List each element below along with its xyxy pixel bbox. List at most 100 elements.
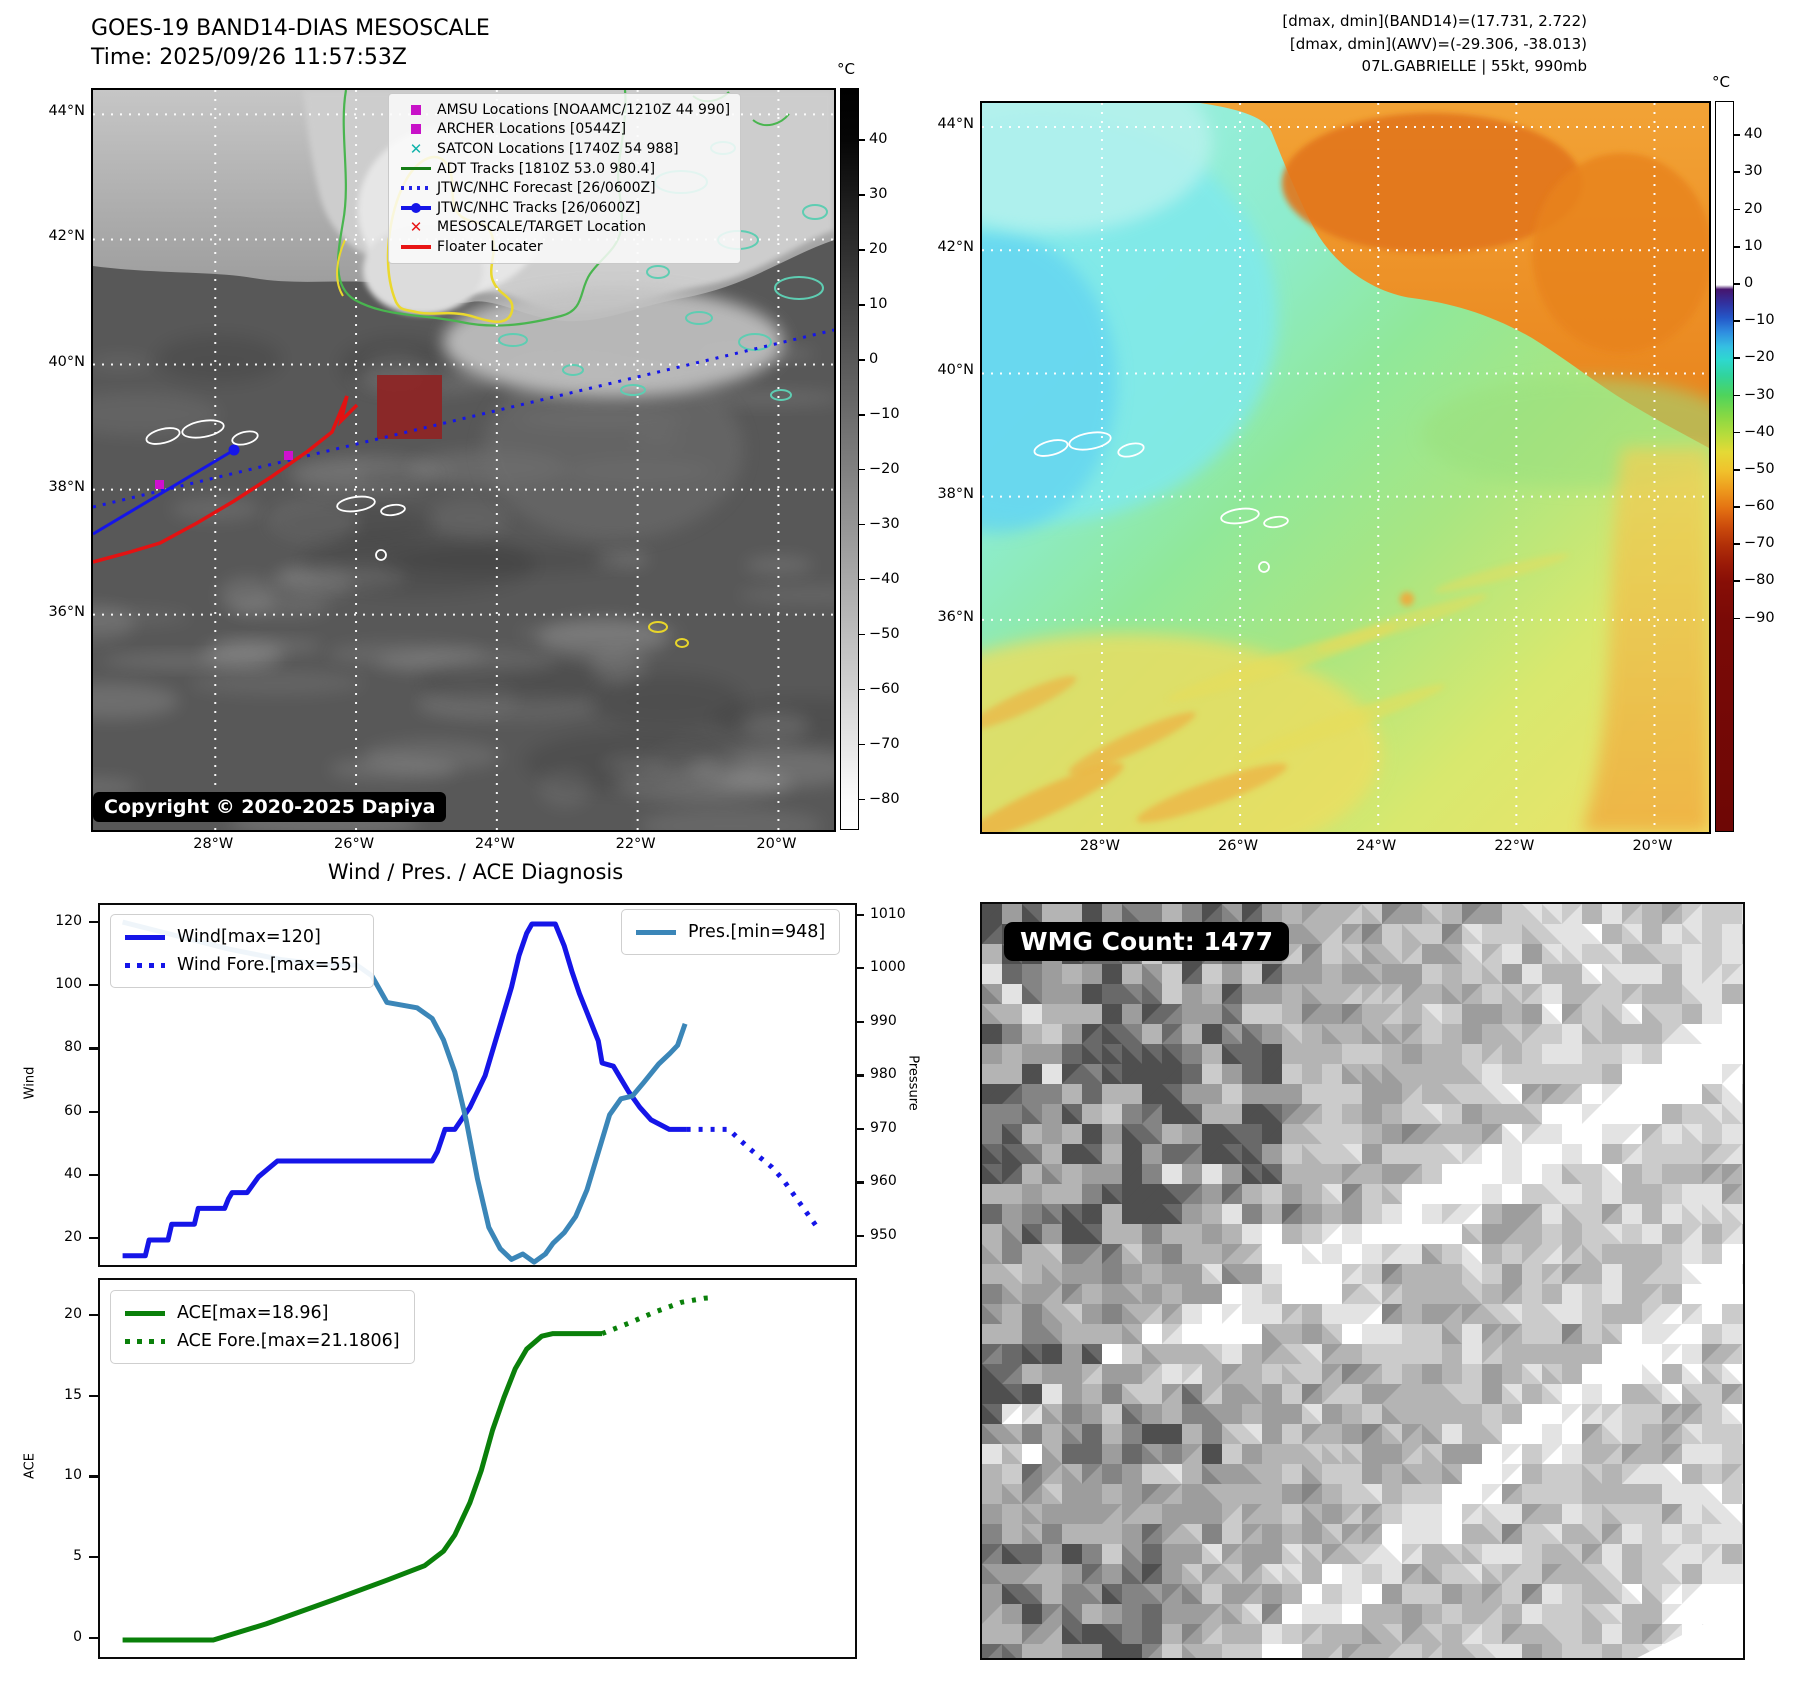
panel1-cbar-label: −20 (869, 460, 900, 477)
wind-tick: 100 (55, 976, 82, 993)
pressure-tickmark (855, 1127, 864, 1131)
panel1-cbar-label: −70 (869, 735, 900, 752)
dotted-line-icon (125, 962, 165, 968)
panel1-cbar-label: −40 (869, 570, 900, 587)
panel2-cbar-label: 40 (1744, 126, 1763, 143)
solid-line-icon (636, 929, 676, 935)
wind-tickmark (89, 1047, 98, 1050)
panel1-cbar-tick (859, 138, 865, 141)
awv-colorbar-unit: °C (1712, 73, 1730, 91)
wind-tickmark (89, 1237, 98, 1240)
panel1-cbar-tick (859, 413, 865, 416)
legend-item-label: MESOSCALE/TARGET Location (437, 219, 647, 236)
panel1-cbar-tick (859, 798, 865, 801)
chart-legend-label: Pres.[min=948] (688, 922, 826, 942)
ace-tick: 20 (64, 1305, 82, 1322)
panel2-cbar-tick (1734, 431, 1740, 434)
pressure-tickmark (855, 967, 864, 970)
pressure-tickmark (855, 1074, 864, 1077)
panel1-cbar-label: 10 (869, 295, 888, 312)
panel1-cbar-label: −10 (869, 405, 900, 422)
chart-legend-item: Wind[max=120] (125, 923, 359, 951)
wind-tickmark (89, 1110, 98, 1113)
series-ACE Fore.[max=21.1806] (601, 1295, 712, 1336)
legend-item: Floater Locater (395, 237, 732, 257)
linedot-marker-icon (395, 202, 437, 213)
x-marker-icon: ✕ (409, 139, 423, 158)
legend-item: JTWC/NHC Forecast [26/0600Z] (395, 178, 732, 198)
island-contours (145, 419, 406, 561)
yellow-ring-2 (675, 638, 689, 648)
panel1-cbar-tick (859, 743, 865, 746)
pressure-tick: 960 (870, 1173, 897, 1190)
panel1-cbar-label: −30 (869, 515, 900, 532)
wind-axis-label: Wind (22, 1066, 38, 1100)
panel1-cbar-tick (859, 303, 865, 306)
legend-item: AMSU Locations [NOAAMC/1210Z 44 990] (395, 100, 732, 120)
ace-tick: 5 (73, 1548, 82, 1565)
panel2-lon-label: 22°W (1494, 838, 1535, 854)
panel2-cbar-label: −80 (1744, 572, 1775, 589)
panel2-cbar-label: −20 (1744, 349, 1775, 366)
panel2-cbar-label: −30 (1744, 386, 1775, 403)
panel1-lat-label: 42°N (48, 228, 85, 245)
series-Wind Fore.[max=55] (686, 1126, 822, 1232)
chart-legend-item: ACE Fore.[max=21.1806] (125, 1327, 400, 1355)
pressure-tickmark (855, 1181, 864, 1184)
panel2-cbar-tick (1734, 506, 1740, 508)
chart-legend-label: Wind[max=120] (177, 927, 321, 947)
wind-tick: 40 (64, 1165, 82, 1182)
panel1-lon-label: 28°W (193, 836, 234, 852)
panel2-lat-label: 36°N (937, 608, 974, 625)
legend-item: ✕ MESOSCALE/TARGET Location (395, 218, 732, 238)
pressure-tickmark (855, 1020, 864, 1024)
ace-tick: 10 (64, 1467, 82, 1484)
storm-id: 07L.GABRIELLE | 55kt, 990mb (1361, 57, 1587, 75)
square-marker-icon (395, 104, 437, 115)
panel2-cbar-tick (1734, 357, 1740, 360)
pale-cyan-corner (982, 103, 1212, 233)
pressure-tickmark (855, 1234, 864, 1238)
legend-item: ARCHER Locations [0544Z] (395, 120, 732, 140)
dotted-marker-icon (395, 186, 437, 190)
chart-legend-item: Pres.[min=948] (636, 918, 825, 946)
panel1-cbar-label: 0 (869, 350, 879, 367)
ace-tickmark (89, 1475, 98, 1478)
chart-legend-item: ACE[max=18.96] (125, 1299, 400, 1327)
floater-locater-line (93, 395, 359, 564)
panel2-cbar-tick (1734, 171, 1740, 174)
wind-tick: 20 (64, 1229, 82, 1246)
legend-item-label: Floater Locater (437, 238, 543, 255)
ace-tickmark (89, 1556, 98, 1559)
awv-header: [dmax, dmin](BAND14)=(17.731, 2.722) [dm… (980, 10, 1587, 78)
legend-item: ✕ SATCON Locations [1740Z 54 988] (395, 139, 732, 159)
panel2-cbar-tick (1734, 468, 1740, 471)
ace-tickmark (89, 1313, 98, 1317)
awv-colorbar (1715, 101, 1734, 832)
orange-core (1282, 113, 1582, 253)
panel2-lat-label: 40°N (937, 362, 974, 379)
series-ACE[max=18.96] (122, 1331, 603, 1643)
jtwc-track-line (93, 448, 235, 536)
wind-tickmark (89, 1173, 98, 1176)
panel1-cbar-label: 40 (869, 130, 888, 147)
panel2-cbar-label: 10 (1744, 237, 1763, 254)
pressure-tick: 990 (870, 1012, 897, 1029)
wind-tick: 80 (64, 1039, 82, 1056)
jtwc-forecast-line (93, 328, 834, 509)
panel2-cbar-tick (1734, 282, 1740, 285)
legend-item-label: SATCON Locations [1740Z 54 988] (437, 140, 679, 157)
panel1-cbar-label: −80 (869, 790, 900, 807)
panel1-cbar-tick (859, 193, 865, 196)
panel2-cbar-tick (1734, 134, 1740, 137)
line-marker-icon (395, 166, 437, 171)
yellow-contour-left (336, 239, 346, 297)
panel2-cbar-tick (1734, 617, 1740, 620)
panel1-cbar-tick (859, 578, 865, 581)
panel2-cbar-label: −70 (1744, 535, 1775, 552)
legend-item: ADT Tracks [1810Z 53.0 980.4] (395, 159, 732, 179)
legend-item-label: JTWC/NHC Tracks [26/0600Z] (437, 199, 641, 216)
panel2-lon-label: 20°W (1632, 838, 1673, 854)
panel1-cbar-tick (859, 633, 865, 636)
panel2-lon-label: 24°W (1356, 838, 1397, 854)
